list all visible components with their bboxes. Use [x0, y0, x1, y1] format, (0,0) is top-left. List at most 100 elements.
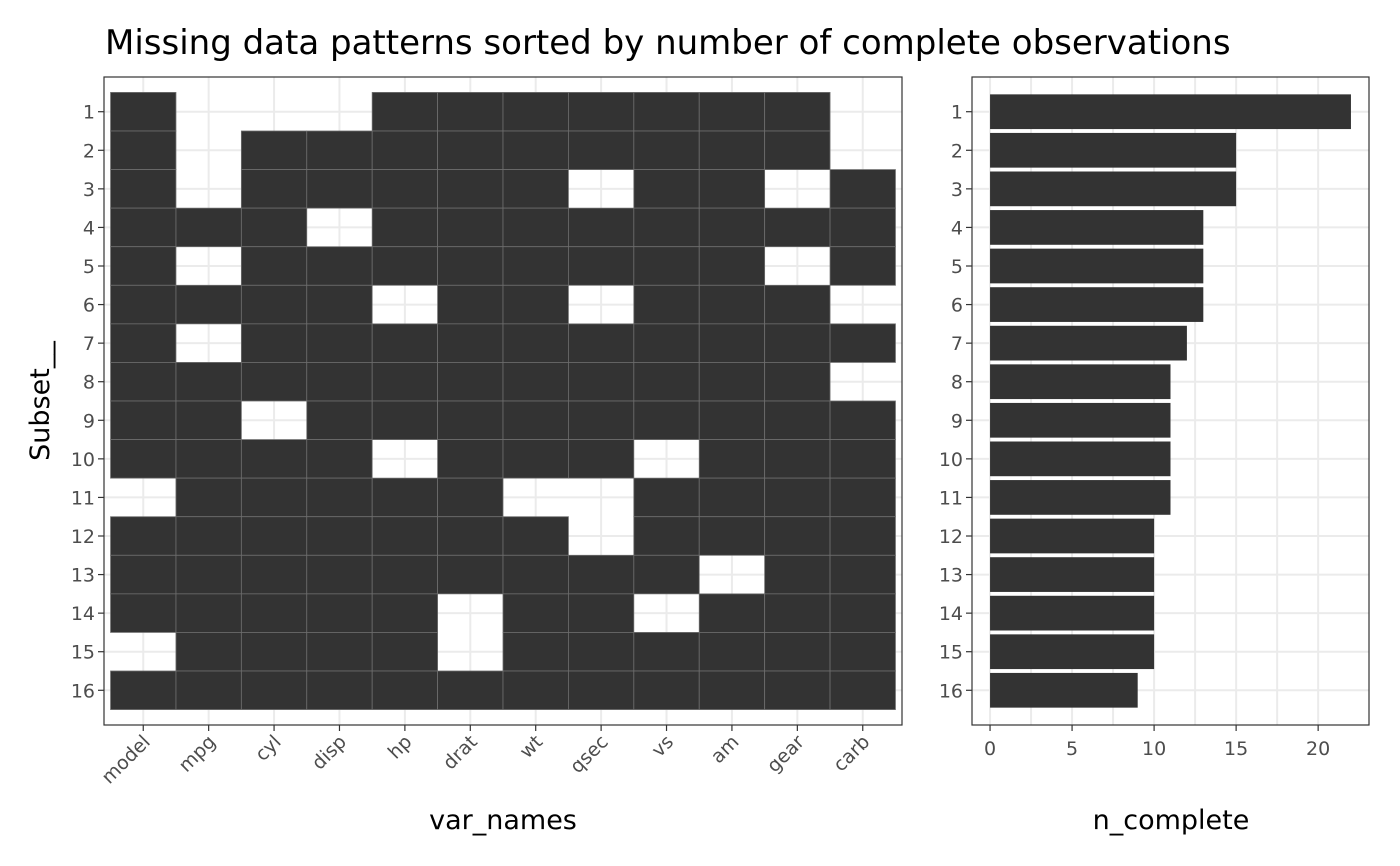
bar-panel-border — [971, 76, 1370, 726]
heatmap-tile-14-mpg — [175, 593, 242, 633]
bar-7 — [990, 325, 1187, 361]
bar-y-tick-label: 6 — [951, 295, 963, 317]
bar-series — [990, 94, 1351, 708]
heatmap-tile-16-qsec — [568, 670, 635, 710]
bar-2 — [990, 132, 1237, 168]
heatmap-x-tick-label: cyl — [251, 731, 286, 766]
heatmap-tile-2-vs — [633, 130, 700, 170]
heatmap-x-tick-label: carb — [829, 731, 874, 776]
heatmap-tile-11-hp — [371, 477, 438, 518]
heatmap-y-tick-label: 6 — [83, 295, 95, 317]
heatmap-tile-5-qsec — [568, 246, 635, 286]
heatmap-tile-8-drat — [437, 362, 504, 402]
bar-y-tick-label: 4 — [951, 217, 963, 239]
heatmap-tile-1-gear — [764, 92, 831, 132]
heatmap-tile-6-cyl — [240, 284, 308, 325]
bar-6 — [990, 287, 1204, 322]
heatmap-tile-14-am — [698, 593, 766, 633]
heatmap-tile-4-cyl — [240, 207, 308, 248]
bar-10 — [990, 441, 1171, 477]
bar-12 — [990, 518, 1155, 554]
heatmap-tile-4-carb — [829, 207, 896, 248]
heatmap-tile-14-disp — [306, 593, 373, 633]
heatmap-y-tick-label: 13 — [71, 565, 95, 587]
heatmap-tile-16-cyl — [240, 670, 308, 710]
heatmap-tile-7-wt — [502, 323, 569, 363]
heatmap-tile-5-disp — [306, 246, 373, 286]
heatmap-tiles — [110, 92, 896, 710]
heatmap-x-tick-label: am — [707, 731, 744, 768]
heatmap-y-tick-label: 11 — [71, 487, 95, 509]
heatmap-tile-8-disp — [306, 362, 373, 402]
heatmap-tile-7-drat — [437, 323, 504, 363]
heatmap-tile-7-gear — [764, 323, 831, 363]
bar-13 — [990, 557, 1155, 592]
heatmap-tile-10-gear — [764, 439, 831, 479]
heatmap-tile-12-carb — [829, 516, 896, 556]
heatmap-x-tick-label: disp — [308, 731, 351, 774]
heatmap-tile-7-vs — [633, 323, 700, 363]
heatmap-tile-12-wt — [502, 516, 569, 556]
heatmap-tile-16-drat — [437, 670, 504, 710]
heatmap-tile-10-am — [698, 439, 766, 479]
heatmap-tile-9-wt — [502, 400, 569, 440]
heatmap-y-tick-label: 2 — [83, 140, 95, 162]
heatmap-tile-7-am — [698, 323, 766, 363]
heatmap-tile-16-disp — [306, 670, 373, 710]
bar-y-tick-label: 14 — [939, 603, 963, 625]
heatmap-tile-7-qsec — [568, 323, 635, 363]
heatmap-tile-9-disp — [306, 400, 373, 440]
heatmap-tile-12-model — [110, 516, 177, 556]
heatmap-tile-7-cyl — [240, 323, 308, 363]
heatmap-tile-16-gear — [764, 670, 831, 710]
heatmap-tile-1-hp — [371, 92, 438, 132]
heatmap-tile-6-mpg — [175, 284, 242, 325]
heatmap-tile-7-model — [110, 323, 177, 363]
heatmap-tile-11-mpg — [175, 477, 242, 518]
bar-y-tick-label: 2 — [951, 140, 963, 162]
bar-y-tick-label: 13 — [939, 565, 963, 587]
heatmap-tile-6-vs — [633, 284, 700, 325]
heatmap-x-tick-label: hp — [384, 731, 417, 764]
heatmap-tile-4-wt — [502, 207, 569, 248]
heatmap-tile-9-hp — [371, 400, 438, 440]
heatmap-tile-10-drat — [437, 439, 504, 479]
heatmap-tile-4-vs — [633, 207, 700, 248]
bar-16 — [990, 672, 1138, 708]
heatmap-tile-14-carb — [829, 593, 896, 633]
heatmap-tile-13-vs — [633, 554, 700, 595]
heatmap-y-tick-label: 9 — [83, 410, 95, 432]
heatmap-y-tick-label: 4 — [83, 217, 95, 239]
bar-x-tick-label: 15 — [1224, 738, 1248, 760]
bar-11 — [990, 480, 1171, 515]
heatmap-tile-8-vs — [633, 362, 700, 402]
bar-1 — [990, 94, 1351, 130]
heatmap-tile-7-disp — [306, 323, 373, 363]
heatmap-tile-8-mpg — [175, 362, 242, 402]
heatmap-tile-13-gear — [764, 554, 831, 595]
heatmap-tile-5-am — [698, 246, 766, 286]
bar-x-axis-title: n_complete — [1093, 805, 1250, 836]
heatmap-tile-9-vs — [633, 400, 700, 440]
heatmap-tile-15-mpg — [175, 632, 242, 672]
bar-y-tick-label: 11 — [939, 487, 963, 509]
heatmap-tile-16-hp — [371, 670, 438, 710]
heatmap-tile-4-mpg — [175, 207, 242, 248]
heatmap-tile-2-am — [698, 130, 766, 170]
heatmap-tile-3-drat — [437, 169, 504, 209]
bar-y-tick-label: 15 — [939, 642, 963, 664]
heatmap-tile-6-wt — [502, 284, 569, 325]
heatmap-tile-14-gear — [764, 593, 831, 633]
heatmap-y-tick-label: 1 — [83, 102, 95, 124]
heatmap-tile-2-model — [110, 130, 177, 170]
heatmap-y-tick-label: 16 — [71, 680, 95, 702]
bar-x-tick-label: 5 — [1066, 738, 1078, 760]
heatmap-tile-4-model — [110, 207, 177, 248]
heatmap-tile-15-am — [698, 632, 766, 672]
heatmap-tile-15-vs — [633, 632, 700, 672]
heatmap-tile-3-hp — [371, 169, 438, 209]
heatmap-tile-13-disp — [306, 554, 373, 595]
heatmap-tile-8-wt — [502, 362, 569, 402]
heatmap-tile-8-gear — [764, 362, 831, 402]
